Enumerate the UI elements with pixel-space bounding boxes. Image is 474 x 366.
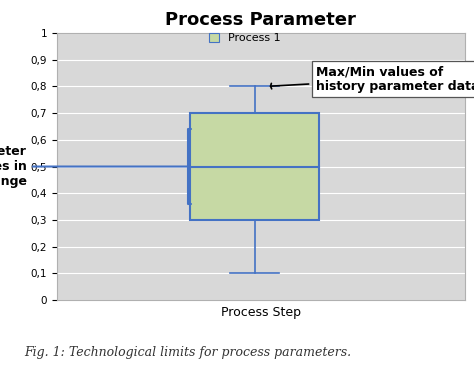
Title: Process Parameter: Process Parameter (165, 11, 356, 29)
X-axis label: Process Step: Process Step (221, 306, 301, 319)
Text: Parameter
values in
valid range: Parameter values in valid range (0, 129, 191, 204)
Bar (190, 113, 319, 220)
Text: Max/Min values of
history parameter data: Max/Min values of history parameter data (271, 65, 474, 93)
Legend: Process 1: Process 1 (209, 33, 281, 43)
Text: Fig. 1: Technological limits for process parameters.: Fig. 1: Technological limits for process… (24, 346, 351, 359)
